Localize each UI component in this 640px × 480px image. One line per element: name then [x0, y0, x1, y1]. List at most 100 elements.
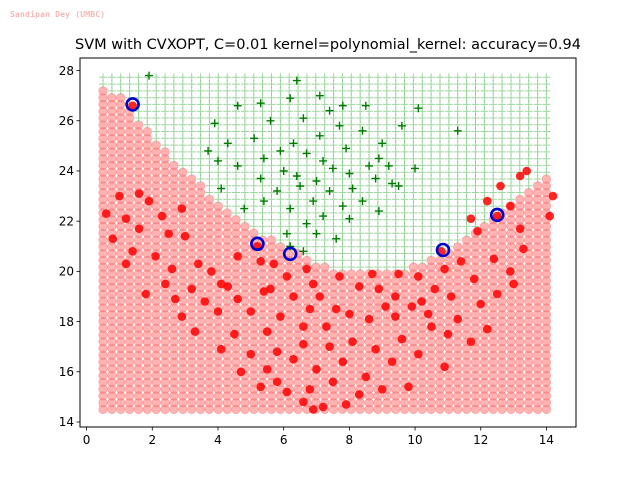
region-positive-marker — [196, 154, 205, 163]
region-positive-marker — [258, 120, 267, 129]
region-positive-marker — [240, 141, 249, 150]
positive-data-point — [292, 172, 301, 180]
region-positive-marker — [444, 215, 453, 224]
region-positive-marker — [196, 141, 205, 150]
region-positive-marker — [498, 141, 507, 150]
region-positive-marker — [187, 134, 196, 143]
region-positive-marker — [240, 215, 249, 224]
region-positive-marker — [471, 80, 480, 89]
region-positive-marker — [338, 154, 347, 163]
region-positive-marker — [409, 93, 418, 102]
region-positive-marker — [294, 134, 303, 143]
positive-data-point — [388, 179, 397, 188]
region-positive-marker — [480, 107, 489, 116]
region-positive-marker — [542, 141, 551, 150]
region-positive-marker — [542, 154, 551, 163]
region-positive-marker — [400, 86, 409, 95]
region-positive-marker — [347, 215, 356, 224]
region-positive-marker — [143, 93, 152, 102]
region-positive-marker — [418, 181, 427, 190]
region-positive-marker — [178, 127, 187, 136]
region-positive-marker — [329, 134, 338, 143]
region-positive-marker — [365, 195, 374, 204]
region-positive-marker — [400, 107, 409, 116]
negative-data-point — [394, 269, 403, 279]
region-positive-marker — [507, 120, 515, 129]
region-positive-marker — [320, 242, 329, 251]
region-positive-marker — [436, 127, 444, 136]
region-positive-marker — [329, 100, 338, 109]
region-positive-marker — [462, 195, 471, 204]
region-positive-marker — [338, 256, 347, 265]
region-positive-marker — [223, 100, 232, 109]
region-positive-marker — [409, 215, 418, 224]
region-positive-marker — [303, 127, 311, 136]
region-positive-marker — [498, 80, 507, 89]
region-positive-marker — [356, 93, 365, 102]
region-positive-marker — [480, 73, 489, 82]
region-positive-marker — [187, 168, 196, 177]
region-positive-marker — [507, 80, 515, 89]
y-tick-label: 28 — [59, 64, 74, 78]
region-positive-marker — [462, 114, 471, 122]
chart-title: SVM with CVXOPT, C=0.01 kernel=polynomia… — [75, 37, 581, 53]
region-positive-marker — [533, 141, 542, 150]
region-positive-marker — [462, 127, 471, 136]
region-positive-marker — [471, 100, 480, 109]
region-positive-marker — [99, 80, 107, 89]
region-positive-marker — [356, 249, 365, 258]
region-positive-marker — [489, 107, 498, 116]
region-positive-marker — [329, 120, 338, 129]
region-positive-marker — [134, 114, 143, 122]
region-positive-marker — [471, 175, 480, 183]
region-positive-marker — [427, 222, 436, 231]
region-positive-marker — [169, 73, 178, 82]
region-positive-marker — [267, 127, 276, 136]
region-positive-marker — [507, 127, 515, 136]
region-positive-marker — [400, 236, 409, 244]
region-positive-marker — [267, 141, 276, 150]
region-positive-marker — [365, 242, 374, 251]
region-positive-marker — [294, 215, 303, 224]
region-positive-marker — [187, 73, 196, 82]
region-positive-marker — [267, 154, 276, 163]
negative-data-point — [371, 344, 380, 354]
region-positive-marker — [285, 222, 294, 231]
positive-data-point — [328, 164, 337, 173]
negative-data-point — [259, 287, 269, 296]
region-positive-marker — [161, 120, 170, 129]
region-positive-marker — [232, 100, 240, 109]
region-positive-marker — [249, 147, 258, 156]
region-positive-marker — [498, 202, 507, 211]
region-positive-marker — [382, 120, 391, 129]
region-positive-marker — [311, 114, 320, 122]
region-positive-marker — [409, 141, 418, 150]
region-positive-marker — [391, 188, 400, 197]
region-positive-marker — [373, 93, 382, 102]
negative-data-point — [354, 282, 364, 291]
region-positive-marker — [436, 147, 444, 156]
region-positive-marker — [285, 175, 294, 183]
region-positive-marker — [498, 147, 507, 156]
region-positive-marker — [303, 73, 311, 82]
region-positive-marker — [524, 147, 533, 156]
region-positive-marker — [285, 208, 294, 217]
region-positive-marker — [329, 242, 338, 251]
positive-data-point — [299, 247, 308, 256]
region-positive-marker — [533, 154, 542, 163]
region-positive-marker — [249, 80, 258, 89]
region-positive-marker — [480, 168, 489, 177]
region-positive-marker — [409, 175, 418, 183]
negative-data-point — [335, 272, 344, 281]
region-positive-marker — [347, 168, 356, 177]
region-positive-marker — [542, 161, 551, 170]
region-positive-marker — [205, 141, 214, 150]
region-positive-marker — [320, 195, 329, 204]
region-positive-marker — [356, 222, 365, 231]
region-positive-marker — [178, 80, 187, 89]
region-positive-marker — [373, 73, 382, 82]
region-positive-marker — [178, 147, 187, 156]
region-positive-marker — [249, 154, 258, 163]
region-positive-marker — [418, 168, 427, 177]
region-positive-marker — [400, 154, 409, 163]
